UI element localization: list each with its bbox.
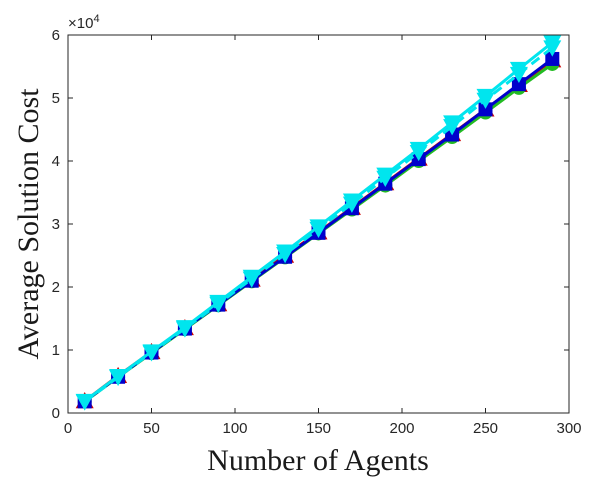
data-point-square xyxy=(511,77,526,92)
y-exponent-base: ×10 xyxy=(68,15,93,32)
data-point-triangle-down xyxy=(509,61,528,79)
data-point-triangle-down xyxy=(142,344,161,361)
x-tick-label: 200 xyxy=(389,420,414,437)
y-exponent-label: ×104 xyxy=(68,13,100,32)
x-axis-title: Number of Agents xyxy=(207,444,429,477)
x-tick-label: 0 xyxy=(64,420,72,437)
y-tick-label: 3 xyxy=(52,216,60,233)
x-tick-label: 300 xyxy=(556,420,581,437)
data-point-triangle-down xyxy=(276,244,295,261)
x-axis: 0 50 100 150 200 250 300 xyxy=(64,35,582,437)
y-tick-label: 5 xyxy=(52,90,60,107)
data-point-triangle-down xyxy=(75,393,94,411)
y-tick-label: 4 xyxy=(52,153,60,170)
series-triangle-down-4 xyxy=(75,35,562,411)
data-point-square xyxy=(545,51,560,66)
data-point-triangle-down xyxy=(309,219,328,236)
y-exponent-power: 4 xyxy=(93,13,99,25)
y-tick-label: 6 xyxy=(52,27,60,44)
y-tick-label: 0 xyxy=(52,405,60,422)
data-point-triangle-down xyxy=(409,141,428,159)
data-point-triangle-down xyxy=(109,368,128,386)
x-tick-label: 150 xyxy=(306,420,331,437)
y-axis: 0 1 2 3 4 5 6 xyxy=(52,27,569,422)
data-point-triangle-down xyxy=(543,35,562,52)
data-point-triangle-down xyxy=(209,294,228,312)
x-tick-label: 250 xyxy=(473,420,498,437)
x-tick-label: 100 xyxy=(222,420,247,437)
data-point-triangle-down xyxy=(342,193,361,210)
data-point-triangle-down xyxy=(376,167,395,184)
y-axis-title: Average Solution Cost xyxy=(12,88,45,360)
data-point-triangle-down xyxy=(476,88,495,106)
series-layer xyxy=(75,35,562,411)
y-tick-label: 1 xyxy=(52,342,60,359)
data-point-triangle-down xyxy=(242,269,261,286)
x-tick-label: 50 xyxy=(143,420,160,437)
data-point-triangle-down xyxy=(443,115,462,132)
data-point-square xyxy=(478,102,493,117)
data-point-triangle-down xyxy=(175,320,194,337)
y-tick-label: 2 xyxy=(52,279,60,296)
